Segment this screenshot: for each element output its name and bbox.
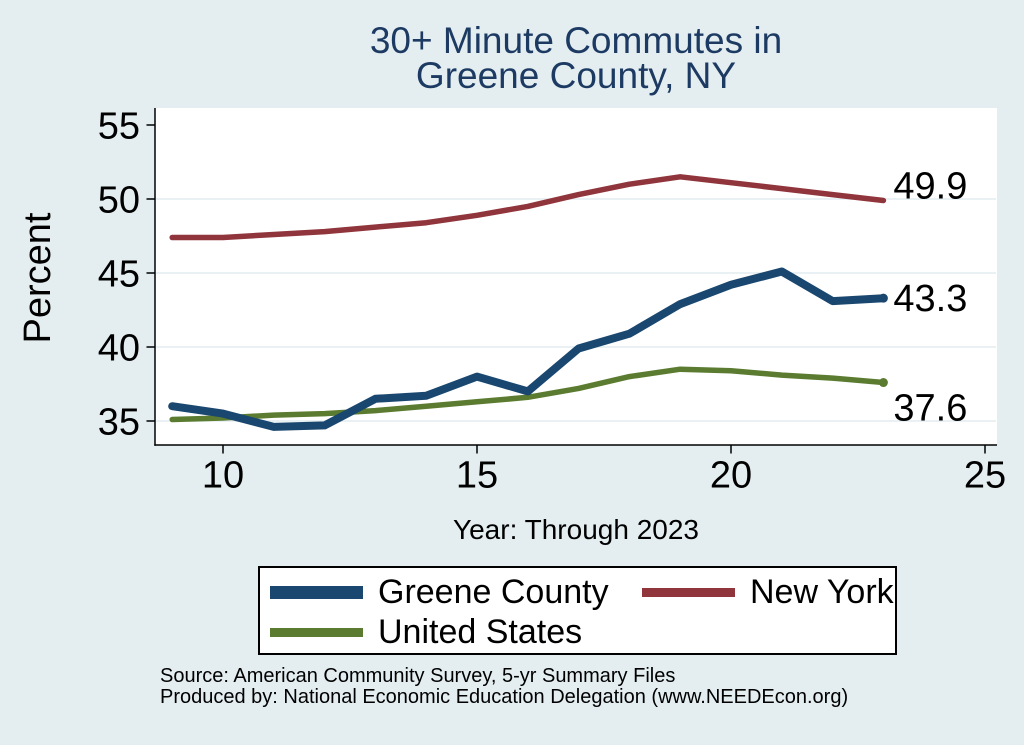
series-end-labels: 43.3 49.9 37.6 [893, 165, 967, 429]
y-axis-title: Percent [17, 212, 59, 344]
legend-row-1: Greene County New York [270, 572, 895, 612]
united-states-line-swatch [270, 627, 363, 637]
axes [146, 108, 997, 454]
x-tick-label-10: 10 [202, 455, 244, 497]
x-axis-title: Year: Through 2023 [453, 514, 699, 545]
legend-entry-greene-county: Greene County [270, 573, 642, 611]
legend-label-united-states: United States [378, 613, 583, 651]
x-tick-label-25: 25 [964, 455, 1006, 497]
chart-title: 30+ Minute Commutes in Greene County, NY [155, 20, 997, 96]
chart-title-line-2: Greene County, NY [415, 55, 737, 96]
end-label-new-york: 49.9 [893, 165, 967, 207]
end-marker-greene-county [878, 293, 888, 303]
line-new-york [169, 174, 887, 241]
plot-area [155, 108, 997, 445]
line-united-states [169, 366, 887, 423]
new-york-line-swatch [642, 587, 735, 597]
line-greene-county [168, 267, 888, 431]
y-tick-label-50: 50 [98, 180, 140, 222]
source-line: Source: American Community Survey, 5-yr … [160, 665, 676, 687]
chart-title-line-1: 30+ Minute Commutes in [369, 20, 783, 61]
source-note: Source: American Community Survey, 5-yr … [160, 666, 848, 707]
y-tick-label-40: 40 [98, 328, 140, 370]
end-label-united-states: 37.6 [893, 388, 967, 430]
produced-by-line: Produced by: National Economic Education… [160, 685, 849, 708]
greene-county-line-swatch [270, 585, 363, 599]
y-tick-label-45: 45 [98, 254, 140, 296]
legend-row-2: United States [270, 612, 895, 652]
legend-entry-united-states: United States [270, 613, 642, 651]
end-marker-united-states [878, 378, 888, 388]
x-tick-label-20: 20 [710, 455, 752, 497]
x-tick-label-15: 15 [456, 455, 498, 497]
end-label-greene-county: 43.3 [893, 278, 967, 320]
legend-entry-new-york: New York [642, 573, 894, 611]
legend: Greene County New York United States [258, 566, 897, 655]
y-tick-label-55: 55 [98, 106, 140, 148]
series-lines [168, 174, 888, 431]
legend-label-greene-county: Greene County [378, 573, 609, 611]
legend-label-new-york: New York [750, 573, 894, 611]
tick-labels: 35 40 45 50 55 10 15 20 25 [98, 106, 1006, 497]
y-tick-label-35: 35 [98, 402, 140, 444]
